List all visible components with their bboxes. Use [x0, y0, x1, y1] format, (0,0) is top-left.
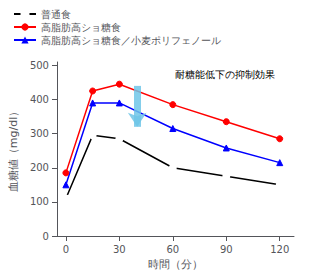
svg-text:耐糖能低下の抑制効果: 耐糖能低下の抑制効果 [175, 69, 275, 80]
svg-text:500: 500 [30, 60, 49, 71]
svg-text:120: 120 [270, 244, 289, 255]
svg-text:400: 400 [30, 94, 49, 105]
svg-text:0: 0 [43, 231, 49, 242]
svg-text:100: 100 [30, 196, 49, 207]
svg-text:30: 30 [113, 244, 126, 255]
svg-text:血糖値（mg/dl）: 血糖値（mg/dl） [7, 106, 20, 192]
svg-text:高脂肪高ショ糖食: 高脂肪高ショ糖食 [41, 22, 121, 33]
svg-text:普通食: 普通食 [41, 9, 71, 20]
svg-text:300: 300 [30, 128, 49, 139]
svg-text:200: 200 [30, 162, 49, 173]
svg-text:時間（分）: 時間（分） [148, 258, 203, 271]
svg-text:90: 90 [220, 244, 233, 255]
svg-text:高脂肪高ショ糖食／小麦ポリフェノール: 高脂肪高ショ糖食／小麦ポリフェノール [41, 35, 221, 46]
svg-text:60: 60 [166, 244, 179, 255]
svg-text:0: 0 [63, 244, 69, 255]
